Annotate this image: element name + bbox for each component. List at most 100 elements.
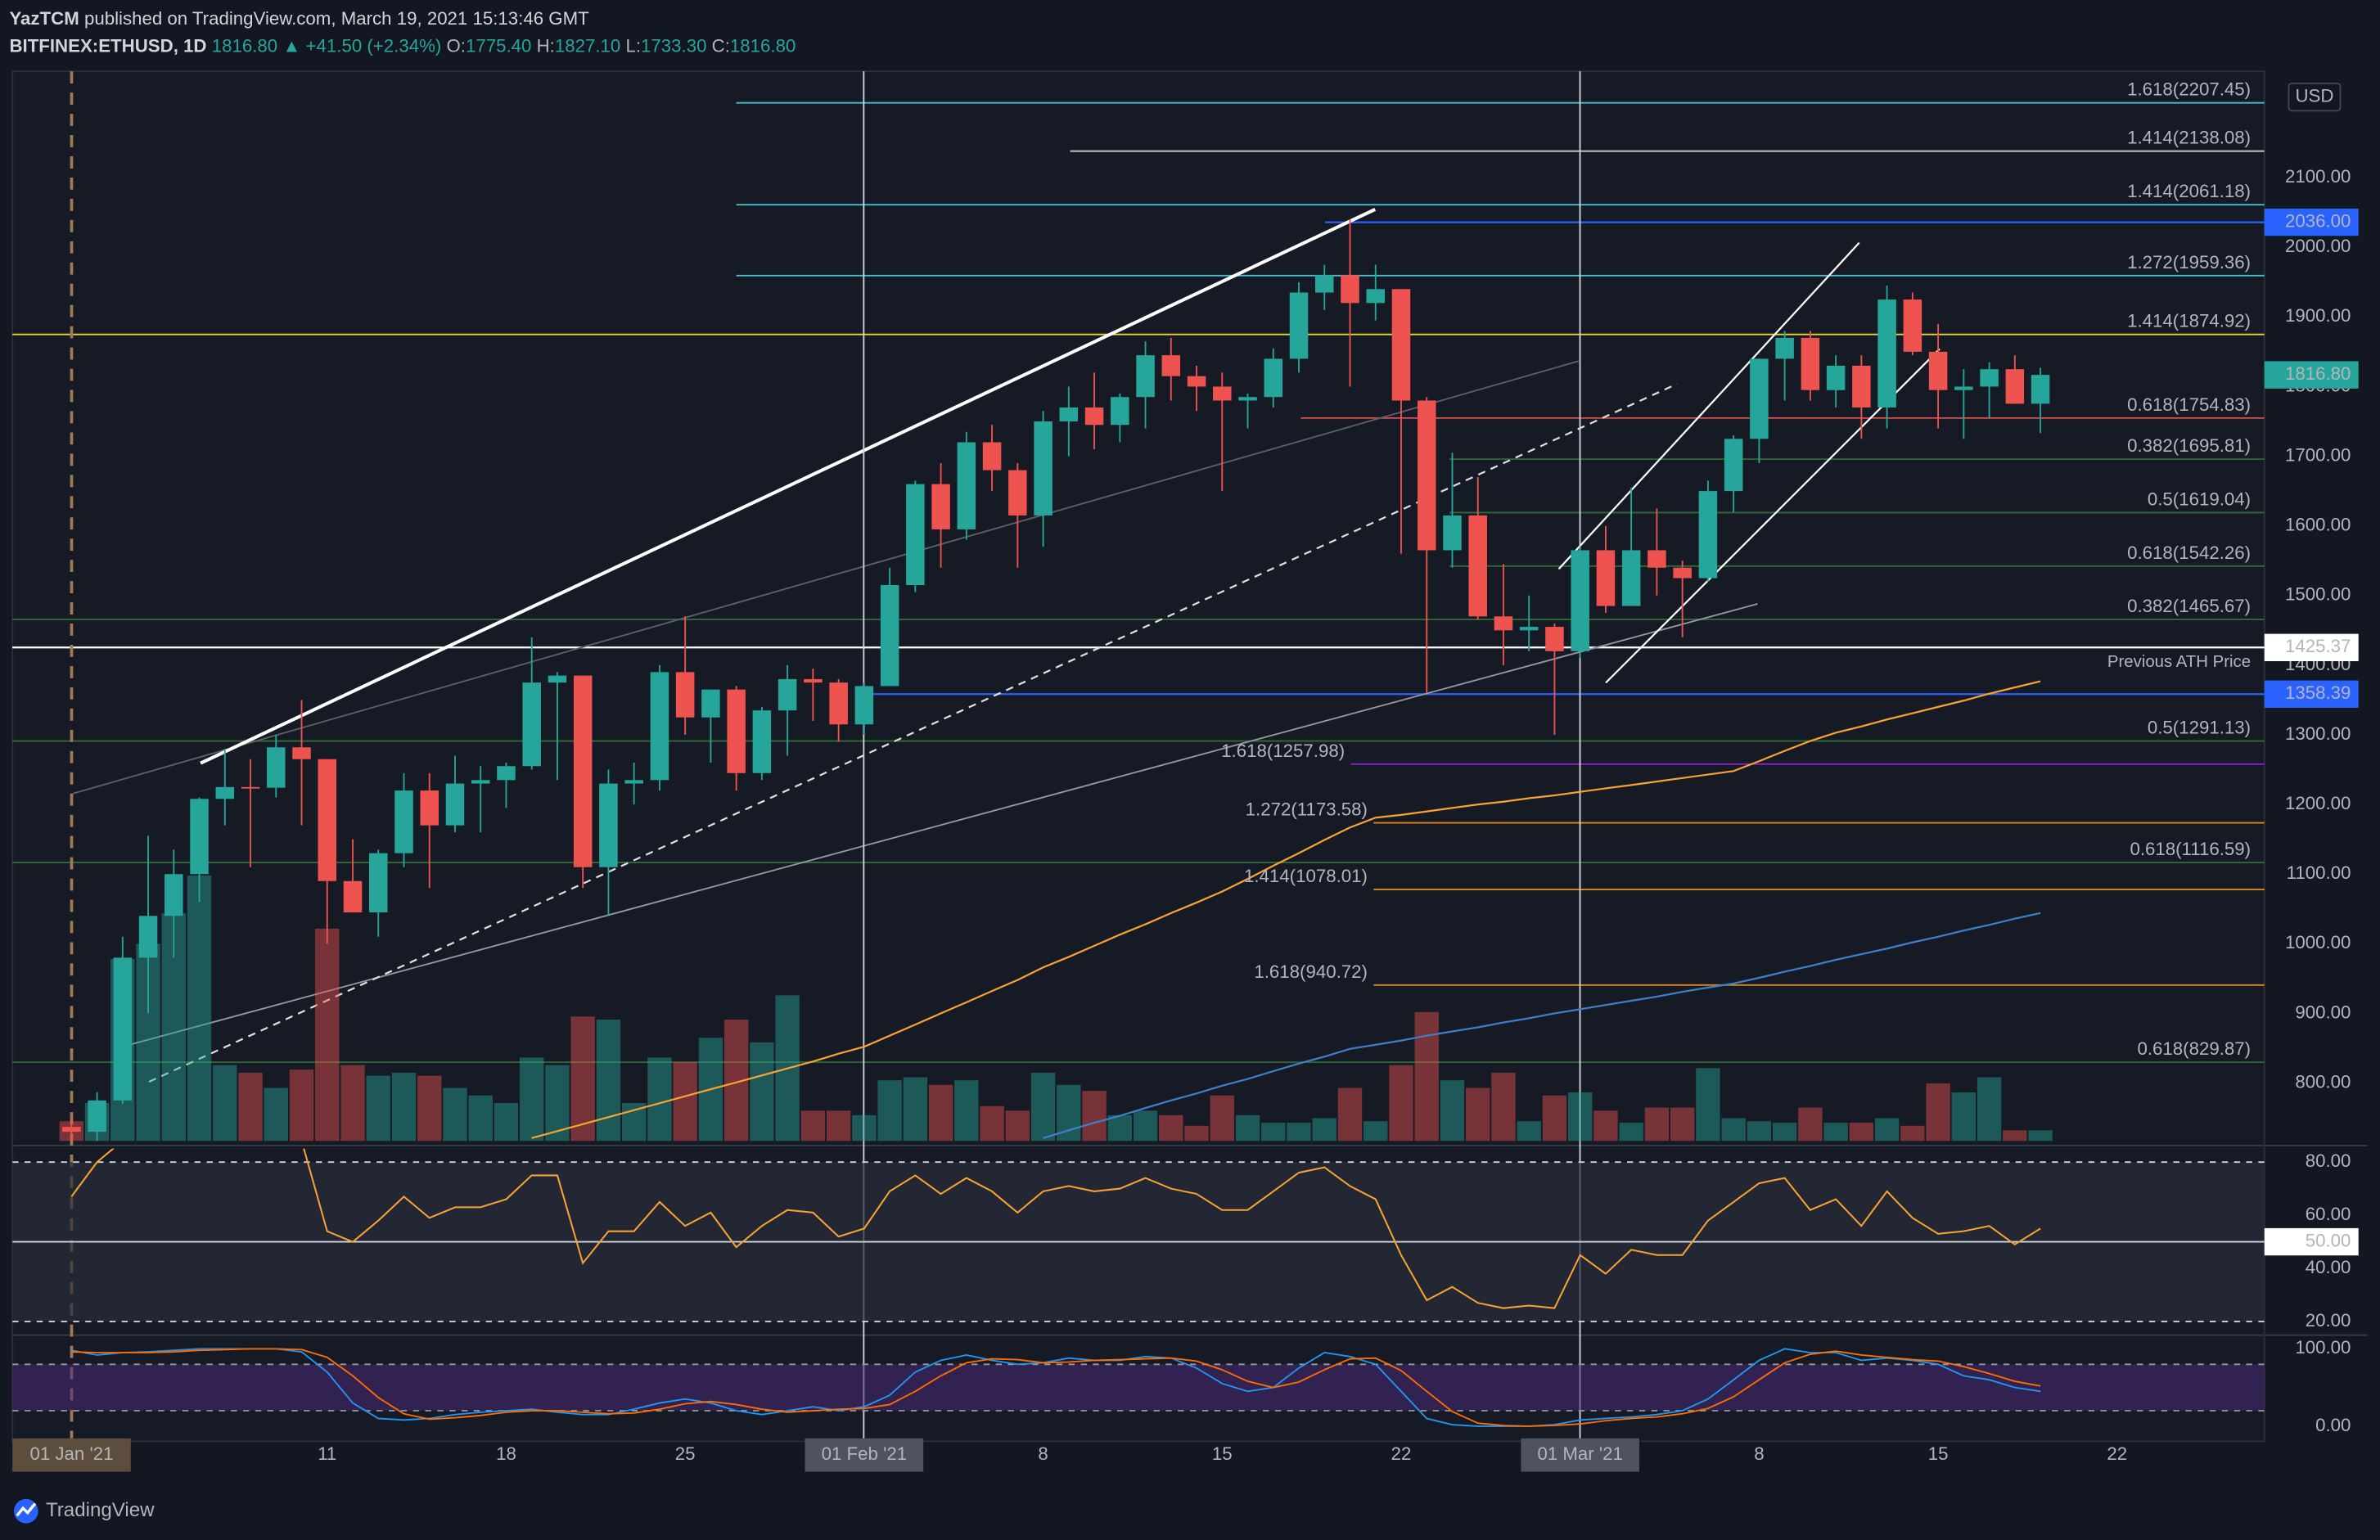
moving-average bbox=[1043, 912, 2041, 1139]
fib-label: 0.5(1619.04) bbox=[2148, 489, 2251, 509]
candle-body bbox=[1264, 358, 1283, 398]
candle-body bbox=[906, 484, 925, 586]
candle-body bbox=[267, 747, 286, 788]
candle-body bbox=[1238, 397, 1257, 401]
rsi-tick-label: 40.00 bbox=[2306, 1257, 2351, 1277]
stoch-line bbox=[71, 1348, 2041, 1427]
volume-bar bbox=[1772, 1123, 1797, 1141]
candle-body bbox=[1519, 627, 1539, 631]
volume-bar bbox=[1593, 1110, 1618, 1141]
candle-body bbox=[62, 1127, 81, 1132]
volume-bar bbox=[289, 1069, 314, 1141]
logo: TradingView bbox=[14, 1498, 155, 1524]
candle-body bbox=[445, 783, 465, 826]
candle-body bbox=[1980, 369, 1999, 387]
candle-body bbox=[624, 780, 643, 784]
y-tick-label: 2100.00 bbox=[2285, 166, 2351, 187]
volume-bar bbox=[1567, 1092, 1593, 1141]
candle-body bbox=[1801, 337, 1820, 390]
fib-label: 0.5(1291.13) bbox=[2148, 718, 2251, 738]
y-tick-label: 1300.00 bbox=[2285, 723, 2351, 744]
volume-bar bbox=[2003, 1130, 2027, 1141]
volume-bar bbox=[928, 1084, 953, 1141]
fib-label: 0.618(1754.83) bbox=[2127, 394, 2251, 415]
candle-body bbox=[1315, 275, 1334, 293]
candle-body bbox=[165, 874, 183, 916]
volume-bar bbox=[1107, 1114, 1133, 1141]
volume-bar bbox=[980, 1105, 1004, 1141]
volume-bar bbox=[1210, 1095, 1234, 1141]
ohlc-value: 1827.10 bbox=[555, 35, 620, 56]
candle-body bbox=[1545, 627, 1564, 651]
stoch-tick-label: 0.00 bbox=[2315, 1415, 2351, 1435]
volume-bar bbox=[315, 928, 340, 1141]
header-line: YazTCM published on TradingView.com, Mar… bbox=[9, 8, 589, 29]
fib-label: 0.382(1465.67) bbox=[2127, 596, 2251, 616]
logo-mark bbox=[16, 1502, 37, 1517]
price-tag bbox=[2264, 680, 2359, 708]
candle-body bbox=[982, 442, 1002, 471]
candle-body bbox=[1903, 299, 1922, 352]
candle-body bbox=[1621, 550, 1641, 606]
volume-bar bbox=[1030, 1072, 1056, 1141]
ohlc-key: O: bbox=[446, 35, 466, 56]
volume-bar bbox=[1926, 1083, 1950, 1141]
candle-body bbox=[1008, 470, 1027, 516]
symbol-line: BITFINEX:ETHUSD, 1D 1816.80 ▲ +41.50 (+2… bbox=[9, 35, 796, 56]
rsi-line bbox=[70, 1148, 2041, 1309]
volume-bar bbox=[1337, 1087, 1363, 1141]
y-tick-label: 1000.00 bbox=[2285, 932, 2351, 952]
price-tag bbox=[2264, 361, 2359, 389]
candle-body bbox=[1034, 421, 1053, 516]
rsi-tick-label: 80.00 bbox=[2306, 1150, 2351, 1171]
candle-body bbox=[368, 853, 388, 913]
volume-bar bbox=[1005, 1110, 1030, 1141]
volume-bar bbox=[1159, 1114, 1183, 1141]
volume-bar bbox=[1364, 1121, 1388, 1141]
stoch-tick-label: 100.00 bbox=[2295, 1337, 2351, 1358]
candle-body bbox=[1750, 358, 1769, 439]
candle-body bbox=[1468, 515, 1487, 617]
volume-bar bbox=[1184, 1125, 1209, 1141]
price-pane bbox=[59, 219, 2053, 1141]
y-tick-label: 1700.00 bbox=[2285, 444, 2351, 465]
candle-body bbox=[1084, 407, 1104, 426]
volume-bar bbox=[1466, 1087, 1490, 1141]
fib-label: 1.618(1257.98) bbox=[1221, 741, 1345, 761]
y-tick-label: 2000.00 bbox=[2285, 236, 2351, 256]
x-tick-label: 01 Feb '21 bbox=[822, 1443, 907, 1464]
published: published on TradingView.com, March 19, … bbox=[84, 8, 589, 29]
candle-body bbox=[2005, 369, 2025, 404]
ohlc-key: L: bbox=[625, 35, 641, 56]
volume-bar bbox=[800, 1110, 826, 1141]
volume-bar bbox=[596, 1020, 621, 1141]
fib-label: 1.414(1874.92) bbox=[2127, 311, 2251, 331]
volume-bar bbox=[340, 1065, 365, 1141]
trend-line bbox=[200, 208, 1377, 765]
volume-bar bbox=[187, 875, 212, 1141]
candle-body bbox=[138, 916, 158, 958]
candle-body bbox=[318, 759, 337, 881]
volume-bar bbox=[2028, 1130, 2053, 1141]
volume-bar bbox=[1542, 1095, 1567, 1141]
rsi-tag bbox=[2264, 1227, 2359, 1256]
x-tick-label: 22 bbox=[1391, 1443, 1412, 1464]
y-tick-label: 1500.00 bbox=[2285, 584, 2351, 605]
fib-label: 1.272(1173.58) bbox=[1246, 799, 1368, 820]
rsi-tick-label: 60.00 bbox=[2306, 1204, 2351, 1224]
candle-body bbox=[420, 790, 439, 826]
fib-label: 0.382(1695.81) bbox=[2127, 435, 2251, 456]
candle-body bbox=[829, 682, 848, 725]
candle-body bbox=[113, 957, 133, 1101]
price-tag bbox=[2264, 208, 2359, 236]
ohlc-value: 1775.40 bbox=[466, 35, 531, 56]
x-tick-label: 8 bbox=[1754, 1443, 1764, 1464]
volume-bar bbox=[903, 1077, 928, 1141]
volume-bar bbox=[1798, 1107, 1823, 1141]
candle-body bbox=[2031, 375, 2050, 404]
x-tick-label: 25 bbox=[675, 1443, 696, 1464]
tag-note: Previous ATH Price bbox=[2107, 653, 2251, 671]
candle-body bbox=[854, 686, 874, 725]
candle-body bbox=[190, 799, 209, 875]
